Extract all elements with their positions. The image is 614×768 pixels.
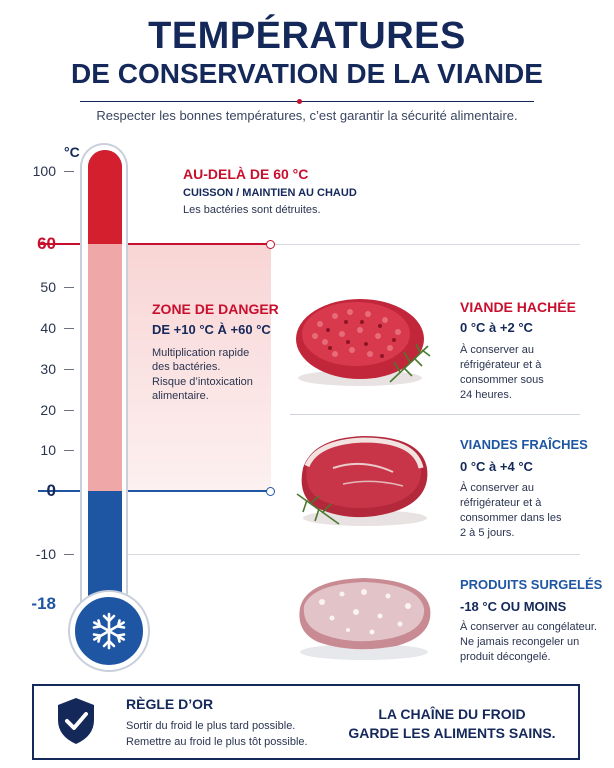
- tick-100: [64, 171, 74, 172]
- danger-zone-line2: des bactéries.: [152, 361, 221, 373]
- scale-unit: °C: [64, 144, 80, 160]
- tick-label-60: 60: [37, 234, 56, 253]
- page-title: TEMPÉRATURES: [148, 15, 466, 57]
- thermometer-tube: [88, 150, 122, 620]
- rosemary-icon: [389, 343, 431, 383]
- tick-label-20: 20: [40, 402, 56, 418]
- hot-zone-title: AU-DELÀ DE 60 °C: [183, 166, 309, 182]
- danger-zone-line4: alimentaire.: [152, 390, 209, 402]
- danger-zone-background: [125, 244, 271, 491]
- meat-text-fresh-1: À conserver au: [460, 482, 534, 494]
- hot-zone-subtitle: CUISSON / MAINTIEN AU CHAUD: [183, 187, 357, 199]
- meat-text-frozen-1: À conserver au congélateur.: [460, 621, 597, 633]
- meat-title-frozen: PRODUITS SURGELÉS: [460, 577, 603, 592]
- line-60-marker: [266, 240, 275, 249]
- line-60-extension: [275, 244, 580, 245]
- meat-range-ground: 0 °C à +2 °C: [460, 320, 533, 335]
- meat-separator-1: [290, 414, 580, 415]
- line-0-marker: [266, 487, 275, 496]
- meat-range-fresh: 0 °C à +4 °C: [460, 459, 533, 474]
- thermometer-hot-section: [88, 150, 122, 244]
- tick-10: [64, 450, 74, 451]
- page-title-line2: DE CONSERVATION DE LA VIANDE: [71, 58, 543, 89]
- golden-rule-line2: Remettre au froid le plus tôt possible.: [126, 736, 308, 748]
- meat-title-ground: VIANDE HACHÉE: [460, 299, 576, 315]
- line-minus10-extension: [125, 554, 580, 555]
- shield-check-icon: [58, 698, 94, 744]
- slogan-line1: LA CHAÎNE DU FROID: [378, 706, 526, 722]
- slogan-line2: GARDE LES ALIMENTS SAINS.: [348, 725, 556, 741]
- steak-image: [296, 436, 428, 526]
- header-divider: [80, 101, 534, 102]
- tick-label-100: 100: [32, 163, 56, 179]
- footer-box: RÈGLE D’OR Sortir du froid le plus tard …: [32, 684, 580, 760]
- tick-label-0: 0: [46, 481, 56, 500]
- hot-zone-text: Les bactéries sont détruites.: [183, 204, 321, 216]
- page-subtitle: Respecter les bonnes températures, c’est…: [96, 108, 518, 123]
- tick-label-30: 30: [40, 361, 56, 377]
- golden-rule-line1: Sortir du froid le plus tard possible.: [126, 720, 296, 732]
- meat-text-ground-4: 24 heures.: [460, 389, 512, 401]
- line-0: [38, 490, 270, 492]
- tick-30: [64, 369, 74, 370]
- tick-label-10: 10: [40, 442, 56, 458]
- tick-50: [64, 287, 74, 288]
- danger-zone-line3: Risque d’intoxication: [152, 376, 253, 388]
- meat-text-fresh-4: 2 à 5 jours.: [460, 527, 515, 539]
- golden-rule-title: RÈGLE D’OR: [126, 696, 214, 712]
- meat-text-fresh-2: réfrigérateur et à: [460, 497, 542, 509]
- thermometer-bulb: [70, 592, 148, 670]
- thermometer-danger-section: [88, 244, 122, 491]
- danger-zone-range: DE +10 °C À +60 °C: [152, 322, 271, 337]
- header-divider-dot: [297, 99, 302, 104]
- tick-minus10: [64, 554, 74, 555]
- meat-text-ground-2: réfrigérateur et à: [460, 359, 542, 371]
- meat-text-fresh-3: consommer dans les: [460, 512, 562, 524]
- tick-label-minus10: -10: [35, 546, 56, 562]
- tick-40: [64, 328, 74, 329]
- ground-meat-image: [296, 299, 431, 386]
- meat-text-frozen-2: Ne jamais recongeler un: [460, 636, 580, 648]
- danger-zone-title: ZONE DE DANGER: [152, 301, 279, 317]
- frozen-meat-image: [299, 578, 431, 660]
- line-60: [38, 243, 270, 245]
- meat-text-ground-1: À conserver au: [460, 344, 534, 356]
- danger-zone-line1: Multiplication rapide: [152, 347, 250, 359]
- meat-title-fresh: VIANDES FRAÎCHES: [460, 437, 588, 452]
- tick-20: [64, 410, 74, 411]
- meat-text-frozen-3: produit décongelé.: [460, 651, 551, 663]
- meat-range-frozen: -18 °C OU MOINS: [460, 599, 567, 614]
- snowflake-icon: [92, 612, 126, 650]
- meat-text-ground-3: consommer sous: [460, 374, 544, 386]
- tick-label-40: 40: [40, 320, 56, 336]
- tick-label-50: 50: [40, 279, 56, 295]
- tick-label-minus18: -18: [31, 594, 56, 613]
